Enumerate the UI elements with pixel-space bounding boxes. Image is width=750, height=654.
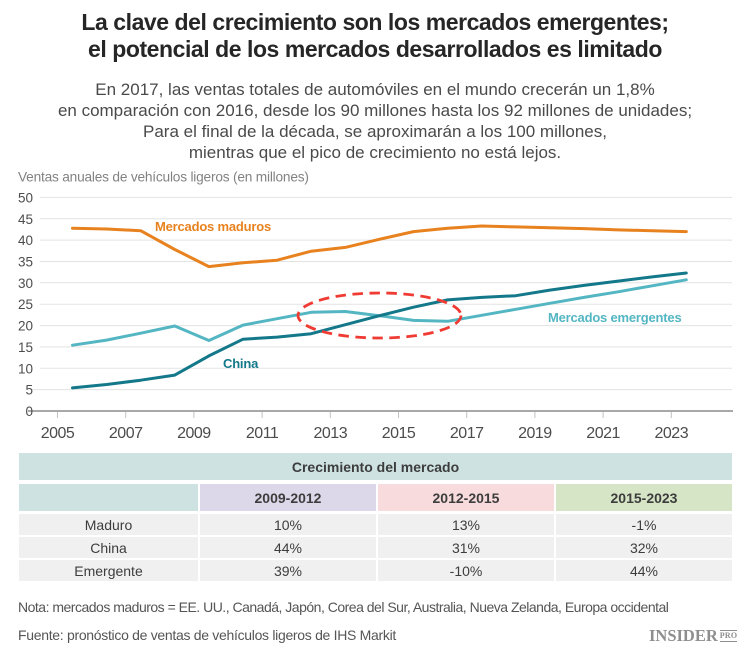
svg-text:Mercados maduros: Mercados maduros	[155, 219, 271, 234]
svg-text:2015: 2015	[382, 425, 416, 442]
svg-text:2005: 2005	[41, 425, 75, 442]
svg-text:35: 35	[18, 255, 33, 270]
svg-text:2007: 2007	[109, 425, 143, 442]
svg-text:0: 0	[25, 404, 33, 419]
svg-text:2021: 2021	[586, 425, 620, 442]
svg-text:10: 10	[18, 361, 33, 376]
svg-text:Mercados emergentes: Mercados emergentes	[548, 310, 681, 325]
svg-text:15: 15	[18, 340, 33, 355]
svg-text:2017: 2017	[450, 425, 484, 442]
svg-text:5: 5	[25, 383, 33, 398]
svg-text:2013: 2013	[314, 425, 348, 442]
svg-text:2019: 2019	[518, 425, 552, 442]
svg-text:25: 25	[18, 297, 33, 312]
svg-text:45: 45	[18, 212, 33, 227]
svg-text:40: 40	[18, 233, 33, 248]
svg-text:China: China	[223, 356, 259, 371]
svg-text:50: 50	[18, 190, 33, 205]
svg-text:2009: 2009	[177, 425, 211, 442]
svg-text:20: 20	[18, 319, 33, 334]
svg-text:30: 30	[18, 276, 33, 291]
svg-text:2023: 2023	[655, 425, 689, 442]
svg-text:2011: 2011	[246, 425, 279, 442]
svg-text:Ventas anuales de vehículos li: Ventas anuales de vehículos ligeros (en …	[18, 170, 309, 185]
